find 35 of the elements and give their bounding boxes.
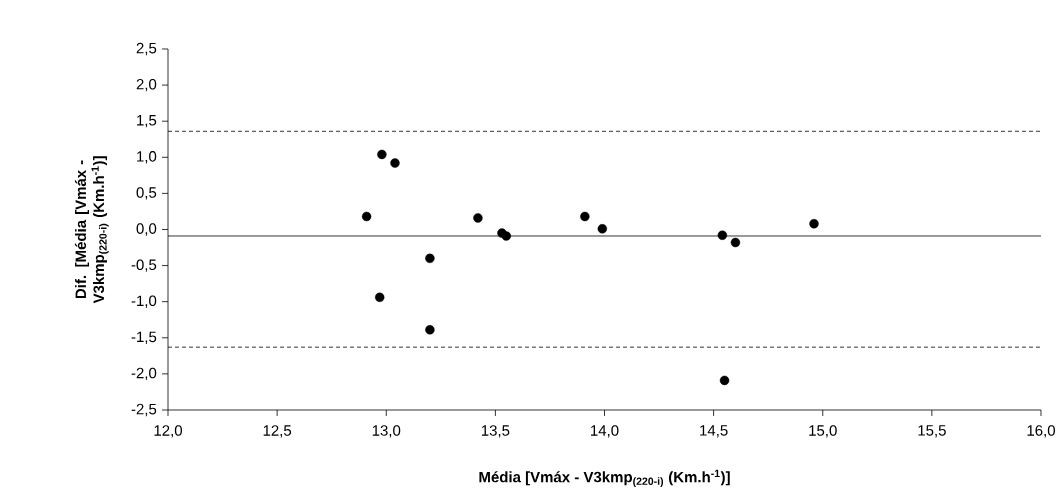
x-tick-label: 12,5 — [263, 425, 292, 438]
point — [580, 211, 590, 222]
point — [501, 231, 511, 241]
point — [809, 219, 819, 229]
y-tick-label: 2,0 — [136, 78, 157, 92]
x-tick-label: 13,5 — [481, 425, 510, 438]
x-tick-label: 16,0 — [1027, 425, 1055, 438]
point — [597, 224, 608, 234]
y-tick-label: -2,5 — [131, 403, 157, 417]
point — [390, 158, 400, 168]
y-tick-label: 0,5 — [136, 187, 157, 200]
y-tick-label: -2,0 — [131, 367, 157, 381]
x-tick-label: 14,5 — [700, 425, 728, 438]
y-tick-label: 1,0 — [137, 151, 157, 164]
y-tick-label: 2,5 — [136, 42, 157, 56]
y-tick-label: -0,5 — [131, 259, 157, 272]
x-tick-label: 12,0 — [154, 425, 183, 438]
y-tick-label: -1,0 — [131, 295, 157, 308]
point — [719, 375, 730, 386]
y-tick-label: 0,0 — [136, 223, 157, 236]
x-tick-label: 15,5 — [918, 425, 946, 438]
point — [377, 149, 387, 160]
point — [717, 230, 728, 240]
x-axis-title: Média [Vmáx - V3kmp$_{(220-i)}$ (Km.h$^{-1}$)] — [479, 469, 730, 488]
x-tick-label: 14,0 — [591, 425, 619, 438]
y-tick-label: -1,5 — [131, 331, 157, 344]
x-tick-label: 13,0 — [372, 425, 401, 438]
point — [361, 211, 372, 222]
point — [730, 237, 741, 248]
point — [375, 292, 385, 303]
point — [473, 213, 483, 223]
y-tick-label: 1,5 — [137, 115, 157, 128]
point — [425, 253, 435, 264]
x-tick-label: 15,0 — [809, 425, 837, 438]
point — [425, 325, 435, 335]
